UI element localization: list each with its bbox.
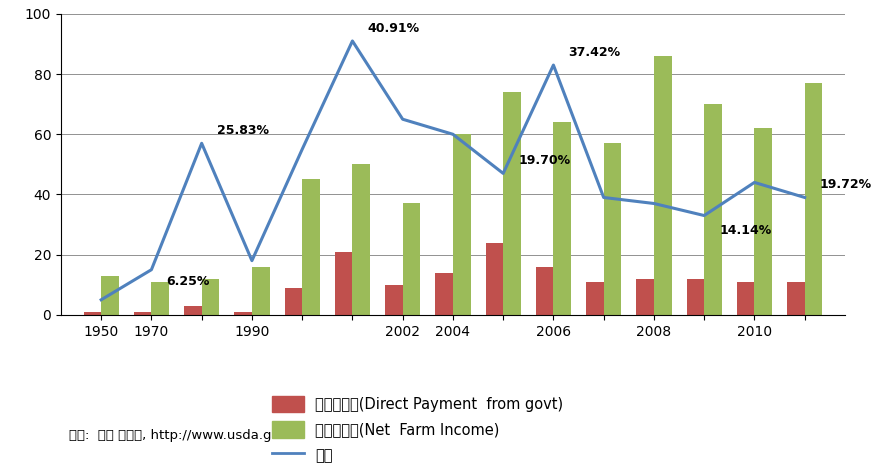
Bar: [234, 312, 252, 315]
Bar: [353, 164, 370, 315]
Text: 25.83%: 25.83%: [217, 124, 269, 137]
Bar: [704, 104, 722, 315]
Bar: [152, 282, 169, 315]
Bar: [586, 282, 604, 315]
Bar: [486, 243, 503, 315]
Bar: [637, 279, 654, 315]
Bar: [134, 312, 152, 315]
Bar: [184, 306, 202, 315]
Bar: [503, 92, 521, 315]
Bar: [754, 128, 772, 315]
Legend: 직접지불액(Direct Payment  from govt), 순농가소득(Net  Farm Income), 비율: 직접지불액(Direct Payment from govt), 순농가소득(N…: [264, 388, 571, 463]
Bar: [252, 267, 269, 315]
Text: 자료:  미국 농무부, http://www.usda.gov: 자료: 미국 농무부, http://www.usda.gov: [69, 429, 287, 442]
Bar: [553, 122, 571, 315]
Text: 40.91%: 40.91%: [368, 22, 420, 35]
Bar: [654, 56, 672, 315]
Bar: [84, 312, 101, 315]
Bar: [385, 285, 402, 315]
Bar: [805, 83, 822, 315]
Bar: [334, 251, 353, 315]
Text: 37.42%: 37.42%: [569, 46, 621, 59]
Bar: [787, 282, 805, 315]
Bar: [202, 279, 219, 315]
Bar: [402, 203, 420, 315]
Bar: [302, 179, 320, 315]
Bar: [686, 279, 704, 315]
Bar: [453, 134, 470, 315]
Bar: [536, 267, 553, 315]
Bar: [737, 282, 754, 315]
Bar: [604, 143, 621, 315]
Bar: [101, 275, 118, 315]
Text: 14.14%: 14.14%: [719, 224, 772, 237]
Text: 6.25%: 6.25%: [166, 275, 210, 288]
Text: 19.72%: 19.72%: [820, 178, 871, 191]
Bar: [285, 288, 302, 315]
Text: 19.70%: 19.70%: [518, 154, 571, 167]
Bar: [436, 273, 453, 315]
